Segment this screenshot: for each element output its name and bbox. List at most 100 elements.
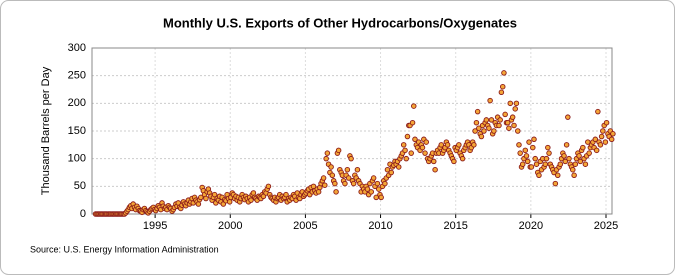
point [402,147,408,154]
point [332,180,338,187]
point [322,182,328,188]
point [603,119,610,126]
point [481,128,487,134]
point [422,150,428,156]
point [211,191,218,198]
point [543,155,550,162]
point [523,153,530,159]
x-tick-label: 2010 [368,220,392,232]
point [501,70,507,76]
point [610,131,616,137]
point [502,111,508,118]
point [513,100,520,107]
point [323,155,329,162]
point [324,150,331,156]
point [580,144,586,151]
point [411,103,417,109]
point [329,172,336,179]
point [226,199,233,205]
point [388,169,394,176]
point [597,142,604,148]
point [593,147,600,154]
point [570,166,576,173]
point [516,142,522,148]
point [509,114,516,120]
point [542,161,549,167]
point [472,128,478,134]
point [582,161,589,167]
point [491,128,497,134]
point [456,142,462,148]
y-tick-label: 50 [74,180,86,192]
point [552,180,559,187]
point [511,122,517,129]
y-tick-label: 100 [68,153,86,165]
point [487,97,493,104]
point [451,158,457,165]
point [370,175,377,181]
point [585,139,591,145]
point [577,158,584,165]
point [320,175,327,181]
point [265,183,272,190]
point [608,136,615,143]
point [519,161,526,167]
point [474,108,481,115]
point [419,144,426,151]
point [571,172,577,179]
point [562,158,569,165]
chart-title: Monthly U.S. Exports of Other Hydrocarbo… [163,15,517,30]
point [348,155,354,162]
point [333,189,339,195]
point [563,142,570,148]
point [506,125,512,131]
point [545,144,551,151]
point [432,166,438,173]
point [342,180,348,187]
point [497,117,503,123]
point [512,106,518,112]
point [532,155,538,162]
point [498,89,505,96]
y-axis-label: Thousand Barrels per Day [40,66,52,195]
point [595,108,601,115]
point [598,133,605,140]
point [566,155,572,162]
point [524,158,531,165]
x-tick-label: 1995 [143,220,167,232]
point [557,161,564,167]
point [522,147,529,154]
y-tick-label: 150 [68,125,86,137]
point [423,139,429,145]
point [499,83,506,90]
point [586,150,592,156]
point [576,153,582,159]
point [395,164,402,170]
point [345,175,352,181]
point [565,114,571,120]
point [328,164,334,170]
y-tick-label: 300 [68,42,86,54]
point [368,189,374,195]
point [561,153,567,159]
point [374,180,381,187]
point [195,201,202,207]
point [530,144,536,151]
point [496,122,502,129]
point [350,180,357,187]
point [431,158,437,165]
point [335,147,342,154]
point [250,190,257,196]
point [404,133,411,140]
point [248,197,254,203]
point [198,194,204,201]
point [408,150,414,156]
point [412,136,418,143]
point [459,155,466,162]
point [476,125,482,131]
point [444,142,451,148]
point [344,166,351,173]
point [572,161,579,167]
